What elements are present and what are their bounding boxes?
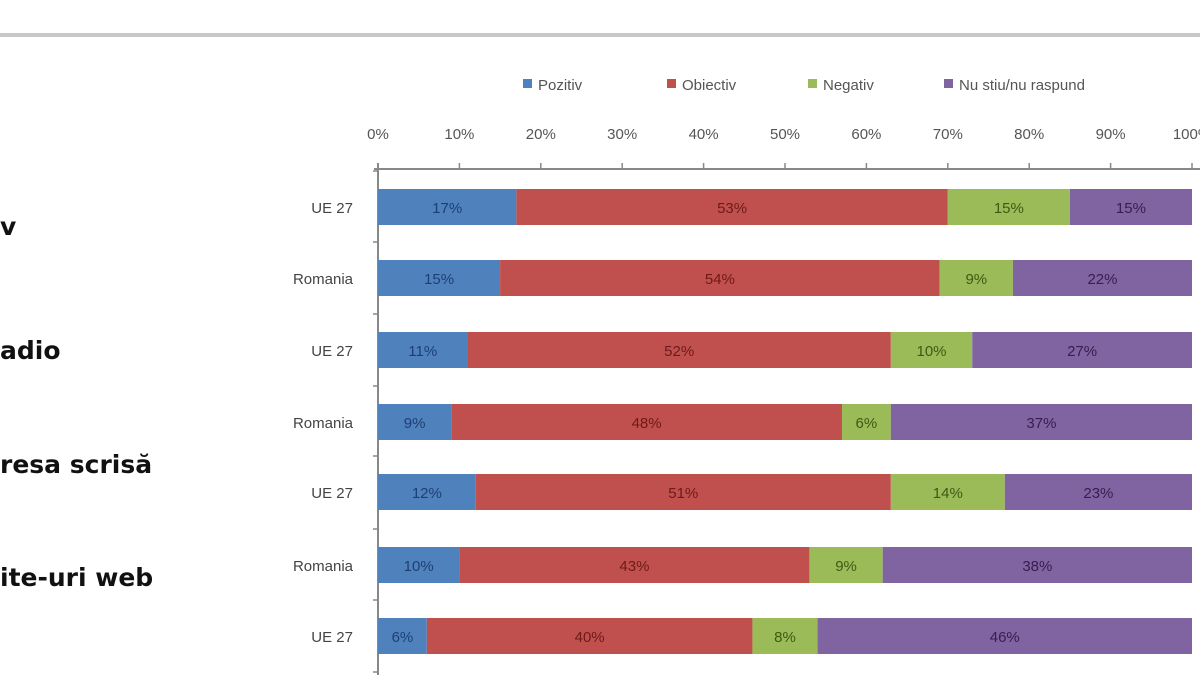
legend-swatch: [667, 79, 676, 88]
bar-segment: [947, 189, 1070, 225]
bar-segment: [841, 404, 891, 440]
data-label: 6%: [392, 629, 414, 646]
bar-segment: [378, 332, 468, 368]
category-label: UE 27: [311, 200, 353, 217]
category-label: UE 27: [311, 343, 353, 360]
bar-segment: [378, 404, 452, 440]
data-label: 53%: [717, 200, 747, 217]
bar-segment: [890, 332, 973, 368]
bar-segment: [972, 332, 1192, 368]
data-label: 23%: [1083, 485, 1113, 502]
data-label: 22%: [1087, 271, 1117, 288]
category-label: UE 27: [311, 485, 353, 502]
bar-segment: [475, 474, 891, 510]
bar-segment: [378, 189, 517, 225]
bar-segment: [939, 260, 1013, 296]
x-tick-label: 100%: [1173, 126, 1200, 143]
data-label: 12%: [412, 485, 442, 502]
bar-segment: [467, 332, 891, 368]
x-tick-label: 50%: [770, 126, 800, 143]
data-label: 37%: [1026, 415, 1056, 432]
bar-segment: [890, 404, 1192, 440]
bar-segment: [378, 618, 427, 654]
category-label: Romania: [293, 271, 354, 288]
x-tick-label: 80%: [1014, 126, 1044, 143]
data-label: 54%: [705, 271, 735, 288]
data-label: 48%: [632, 415, 662, 432]
legend-label: Nu stiu/nu raspund: [959, 77, 1085, 94]
data-label: 15%: [1116, 200, 1146, 217]
legend-label: Obiectiv: [682, 77, 737, 94]
bar-segment: [426, 618, 753, 654]
x-tick-label: 20%: [526, 126, 556, 143]
x-tick-label: 60%: [851, 126, 881, 143]
data-label: 14%: [933, 485, 963, 502]
x-tick-label: 70%: [933, 126, 963, 143]
data-label: 15%: [424, 271, 454, 288]
data-label: 9%: [965, 271, 987, 288]
data-label: 17%: [432, 200, 462, 217]
data-label: 27%: [1067, 343, 1097, 360]
data-label: 10%: [404, 558, 434, 575]
data-label: 46%: [990, 629, 1020, 646]
bar-segment: [1012, 260, 1192, 296]
header-divider: [0, 33, 1200, 37]
data-label: 8%: [774, 629, 796, 646]
data-label: 9%: [835, 558, 857, 575]
data-label: 9%: [404, 415, 426, 432]
x-tick-label: 40%: [689, 126, 719, 143]
data-label: 40%: [575, 629, 605, 646]
data-label: 6%: [856, 415, 878, 432]
bar-segment: [378, 474, 476, 510]
x-tick-label: 0%: [367, 126, 389, 143]
legend-swatch: [808, 79, 817, 88]
group-label-presa-scrisa: resa scrisă: [0, 450, 153, 479]
bar-segment: [890, 474, 1005, 510]
group-label-site-uri-web: ite-uri web: [0, 563, 154, 592]
bar-segment: [459, 547, 810, 583]
category-label: UE 27: [311, 629, 353, 646]
x-tick-label: 30%: [607, 126, 637, 143]
bar-segment: [1069, 189, 1192, 225]
legend-label: Negativ: [823, 77, 874, 94]
bar-segment: [378, 547, 460, 583]
category-label: Romania: [293, 558, 354, 575]
category-label: Romania: [293, 415, 354, 432]
bar-segment: [378, 260, 501, 296]
group-label-radio: adio: [0, 336, 61, 365]
x-tick-label: 90%: [1096, 126, 1126, 143]
data-label: 51%: [668, 485, 698, 502]
data-label: 10%: [917, 343, 947, 360]
bar-segment: [882, 547, 1192, 583]
legend-label: Pozitiv: [538, 77, 583, 94]
legend-swatch: [944, 79, 953, 88]
bar-segment: [1004, 474, 1192, 510]
legend-swatch: [523, 79, 532, 88]
data-label: 15%: [994, 200, 1024, 217]
x-tick-label: 10%: [444, 126, 474, 143]
data-label: 38%: [1022, 558, 1052, 575]
bar-segment: [516, 189, 948, 225]
data-label: 43%: [619, 558, 649, 575]
bar-segment: [809, 547, 883, 583]
data-label: 11%: [408, 343, 437, 360]
data-label: 52%: [664, 343, 694, 360]
bar-segment: [752, 618, 818, 654]
bar-segment: [451, 404, 842, 440]
bar-segment: [817, 618, 1192, 654]
bar-segment: [500, 260, 940, 296]
group-label-tv: v: [0, 212, 17, 241]
